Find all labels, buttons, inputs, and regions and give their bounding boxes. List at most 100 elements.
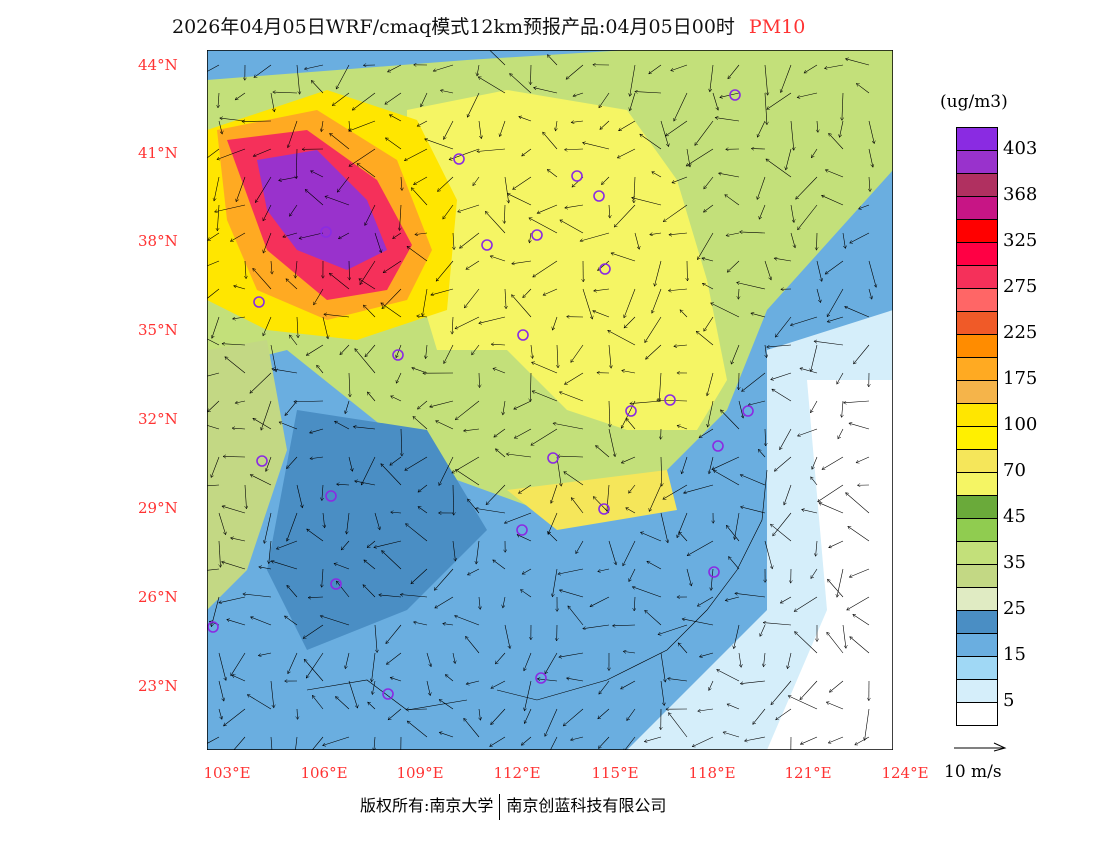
- wind-arrow: [207, 260, 220, 267]
- wind-arrow: [621, 456, 636, 463]
- wind-arrow: [304, 64, 324, 69]
- wind-arrow: [829, 133, 844, 150]
- wind-arrow: [652, 172, 662, 178]
- wind-arrow: [708, 400, 714, 427]
- wind-arrow: [630, 64, 636, 96]
- wind-arrow: [686, 148, 714, 167]
- wind-arrow: [234, 286, 246, 290]
- wind-arrow: [566, 64, 584, 79]
- wind-arrow: [436, 421, 454, 430]
- wind-arrow: [459, 232, 480, 248]
- wind-arrow: [336, 64, 350, 89]
- wind-arrow: [512, 260, 532, 264]
- city-marker: [253, 296, 265, 308]
- wind-arrow: [329, 273, 350, 290]
- wind-arrow: [800, 736, 818, 744]
- wind-arrow: [853, 344, 870, 364]
- wind-arrow: [850, 232, 870, 243]
- wind-arrow: [829, 680, 844, 692]
- wind-arrow: [212, 316, 220, 338]
- wind-arrow: [367, 540, 376, 548]
- wind-arrow: [560, 220, 584, 234]
- lat-label: 32°N: [138, 410, 178, 428]
- wind-arrow: [709, 456, 714, 474]
- city-marker: [664, 394, 676, 406]
- wind-arrow: [296, 148, 297, 179]
- wind-arrow: [465, 636, 480, 654]
- wind-arrow: [734, 512, 740, 540]
- wind-arrow: [219, 596, 246, 603]
- wind-arrow: [545, 652, 558, 674]
- wind-arrow: [555, 120, 557, 131]
- wind-arrow: [504, 204, 505, 224]
- wind-arrow: [334, 421, 350, 430]
- wind-arrow: [640, 532, 662, 542]
- wind-arrow: [524, 708, 532, 724]
- wind-arrow: [287, 585, 298, 598]
- wind-arrow: [849, 423, 870, 430]
- wind-arrow: [374, 512, 380, 530]
- wind-arrow: [491, 708, 506, 725]
- wind-arrow: [321, 120, 323, 132]
- wind-arrow: [306, 344, 324, 356]
- wind-arrow: [598, 708, 610, 719]
- wind-arrow: [630, 400, 662, 404]
- wind-arrow: [659, 372, 662, 401]
- wind-arrow: [547, 55, 558, 66]
- wind-arrow: [349, 148, 376, 166]
- city-marker: [729, 89, 741, 101]
- wind-arrow: [253, 268, 272, 290]
- wind-arrow: [407, 246, 428, 262]
- wind-arrow: [271, 561, 298, 570]
- wind-arrow: [353, 427, 376, 430]
- wind-arrow: [704, 176, 714, 189]
- wind-arrow: [349, 120, 376, 131]
- legend-swatch: [957, 496, 997, 519]
- wind-arrow: [660, 512, 668, 543]
- wind-arrow: [764, 540, 772, 569]
- wind-arrow: [253, 417, 272, 430]
- legend-swatch: [957, 611, 997, 634]
- wind-arrow: [208, 232, 220, 240]
- wind-arrow: [207, 484, 220, 487]
- wind-arrow: [284, 616, 298, 626]
- wind-arrow: [737, 282, 766, 290]
- wind-arrow: [223, 708, 246, 726]
- wind-arrow: [674, 92, 688, 121]
- legend-swatch: [957, 289, 997, 312]
- wind-arrow: [720, 410, 740, 430]
- wind-arrow: [250, 475, 272, 486]
- wind-arrow: [553, 423, 584, 430]
- zone-403: [257, 150, 387, 270]
- lon-label: 112°E: [493, 764, 541, 782]
- wind-arrow: [849, 568, 870, 577]
- wind-arrow: [518, 484, 532, 493]
- wind-arrow: [250, 372, 272, 393]
- wind-arrow: [357, 164, 376, 178]
- wind-arrow: [775, 316, 792, 337]
- wind-arrow: [295, 260, 297, 278]
- wind-arrow: [390, 456, 402, 465]
- reference-vector-arrow: [954, 742, 1007, 752]
- wind-arrow: [657, 400, 688, 401]
- wind-arrow: [582, 288, 592, 319]
- wind-arrow: [207, 64, 220, 72]
- wind-arrow: [251, 617, 272, 626]
- legend-swatch: [957, 427, 997, 450]
- wind-arrow: [622, 370, 636, 374]
- wind-arrow: [702, 283, 714, 290]
- city-marker: [481, 239, 493, 251]
- wind-arrow: [452, 540, 455, 561]
- wind-arrow: [780, 428, 792, 450]
- zone-sw: [207, 340, 287, 610]
- wind-arrow: [847, 596, 870, 610]
- wind-arrow: [790, 120, 794, 150]
- wind-arrow: [629, 484, 636, 493]
- wind-arrow: [271, 260, 272, 274]
- wind-arrow: [576, 540, 584, 554]
- wind-arrow: [822, 195, 844, 206]
- wind-arrow: [776, 708, 792, 720]
- city-marker: [330, 578, 342, 590]
- wind-arrow: [211, 456, 220, 478]
- wind-arrow: [767, 92, 792, 109]
